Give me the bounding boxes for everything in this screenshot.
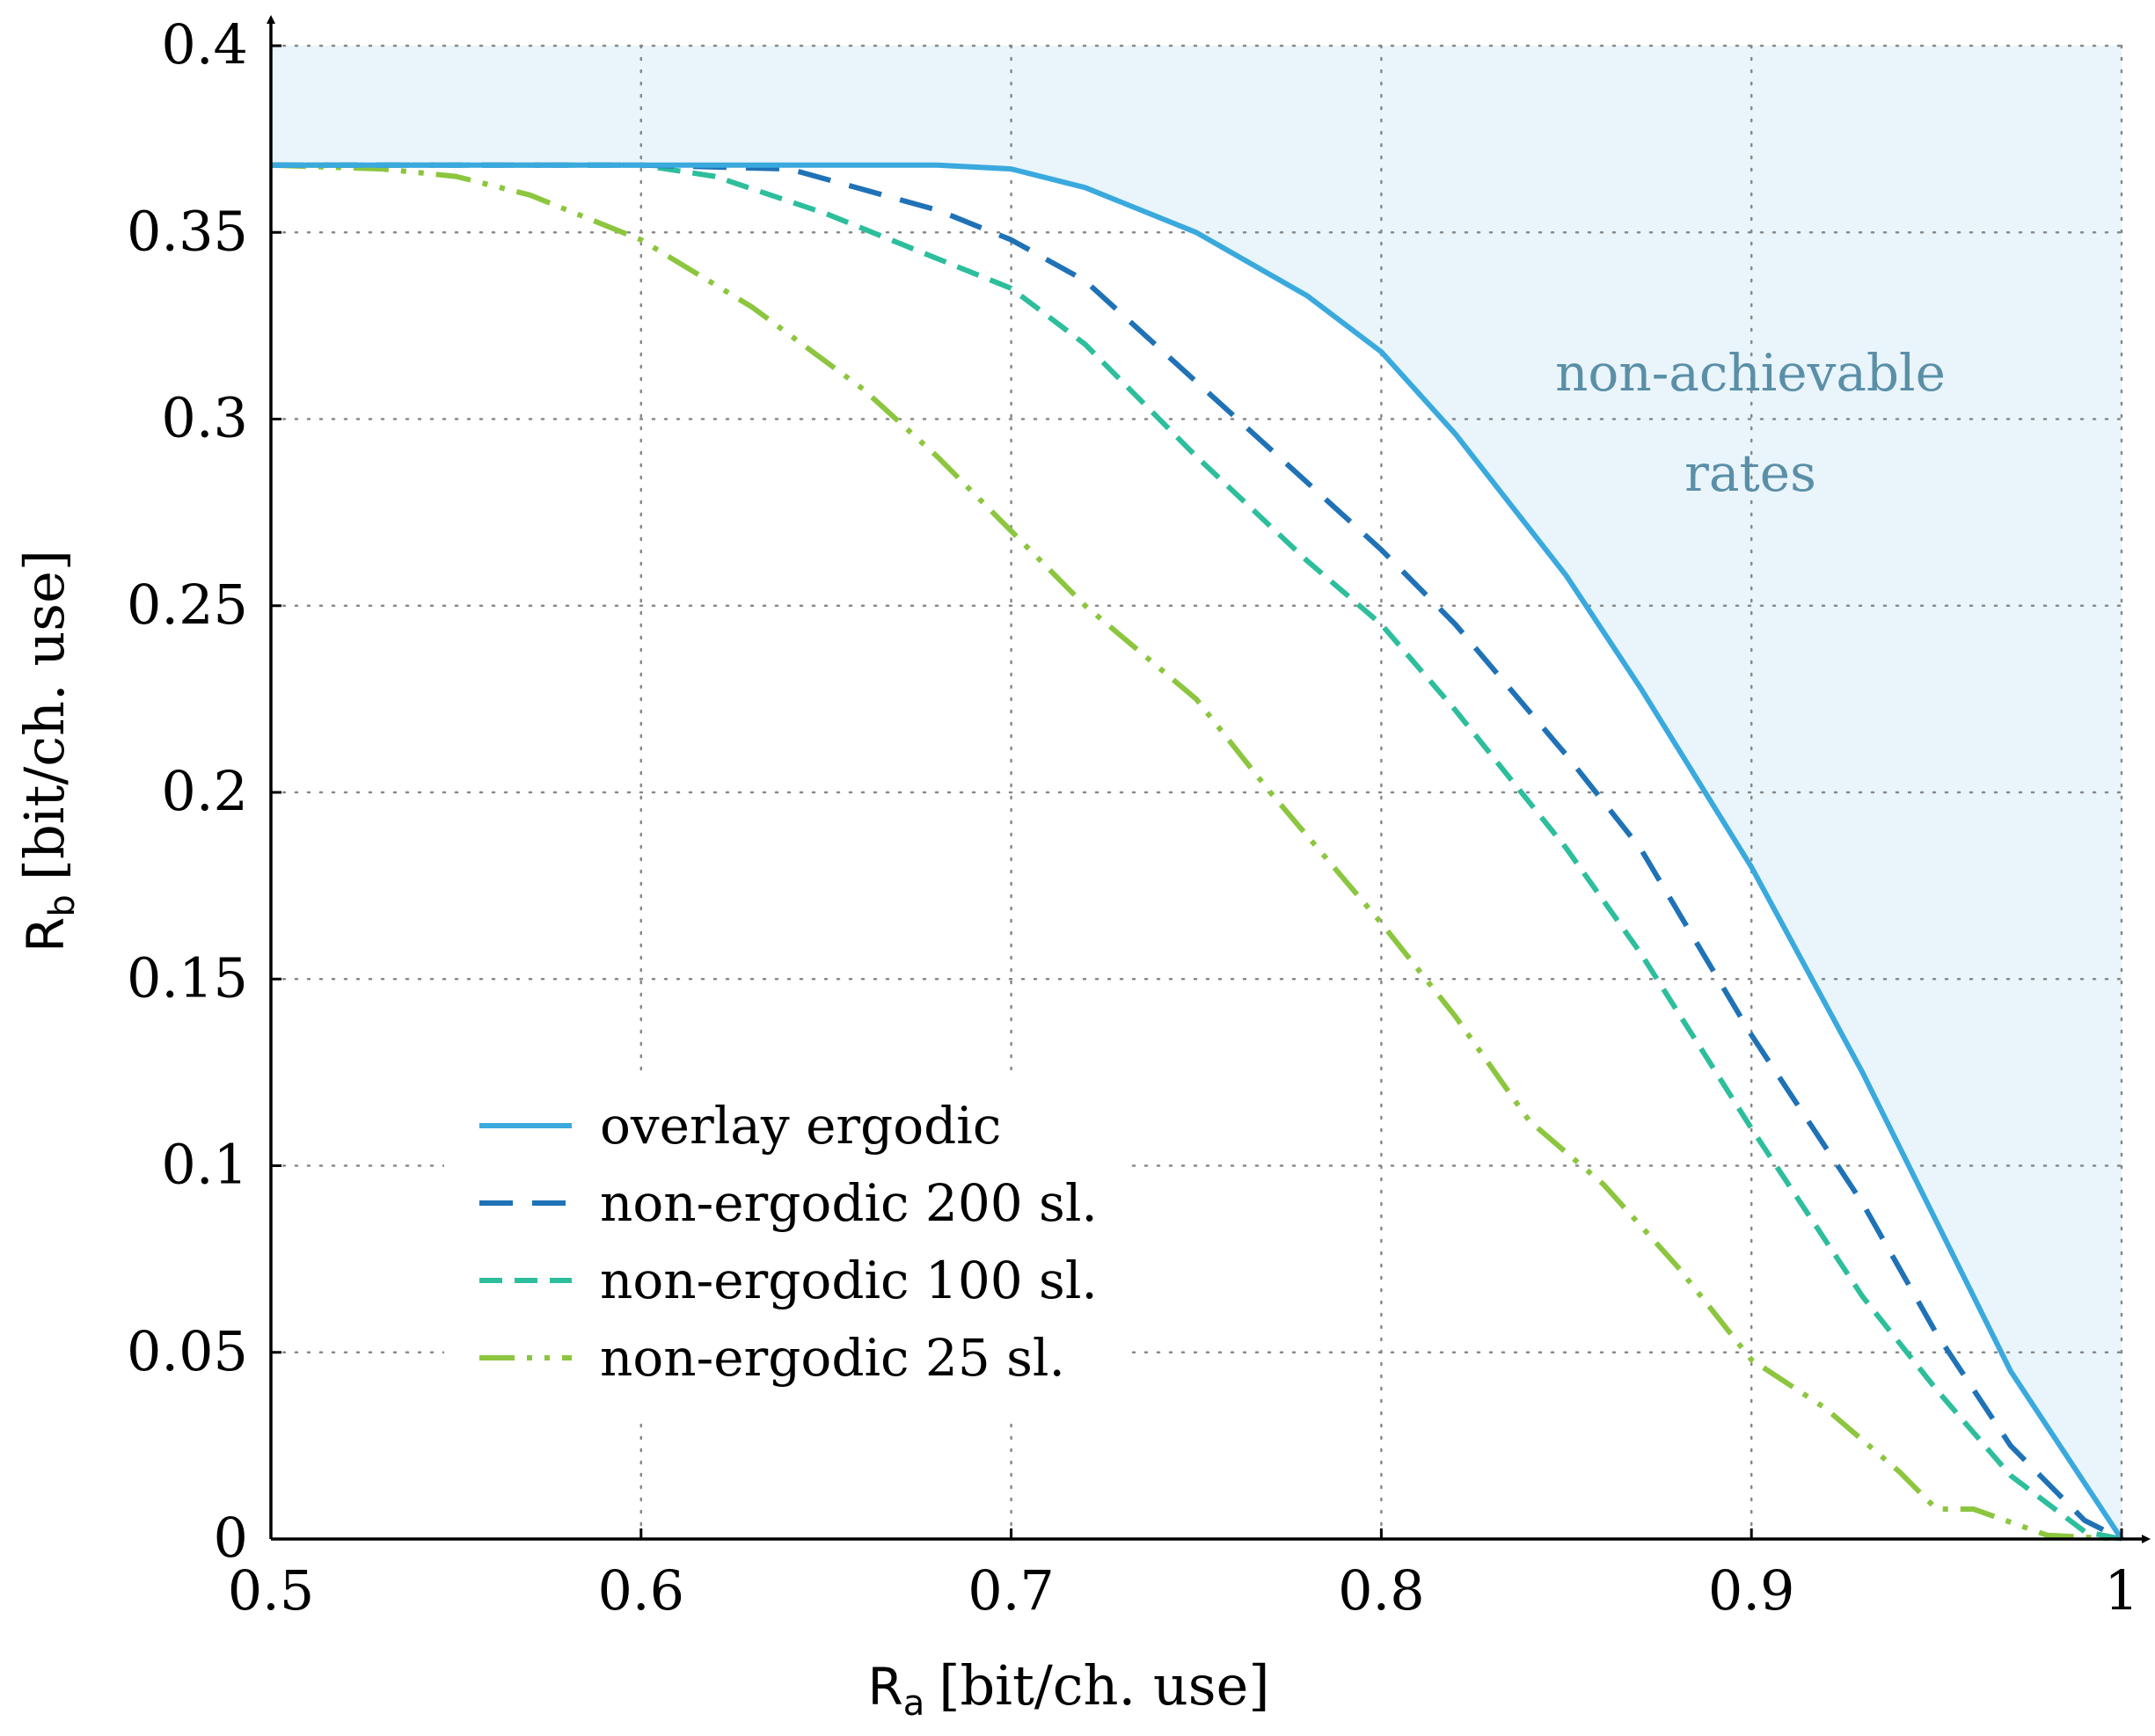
series-line-non-ergodic-25-sl- xyxy=(270,162,2122,1542)
y-axis-unit: [bit/ch. use] xyxy=(12,550,77,880)
non-achievable-shade xyxy=(271,46,2122,1539)
y-tick-label: 0.3 xyxy=(161,386,248,450)
x-tick-label: 0.9 xyxy=(1708,1558,1795,1623)
legend-label: non-ergodic 200 sl. xyxy=(600,1173,1098,1233)
x-tick-label: 1 xyxy=(2104,1558,2138,1623)
legend-label: non-ergodic 100 sl. xyxy=(600,1251,1098,1310)
legend-box xyxy=(444,1075,1130,1422)
series-line-non-ergodic-200-sl- xyxy=(271,162,2123,1542)
x-axis-label: Ra [bit/ch. use] xyxy=(867,1653,1269,1724)
x-axis-subscript: a xyxy=(903,1683,925,1724)
x-tick-label: 0.7 xyxy=(968,1558,1055,1623)
y-tick-label: 0.15 xyxy=(127,945,248,1010)
y-axis-label: Rb [bit/ch. use] xyxy=(12,550,83,952)
axes xyxy=(267,15,2151,1543)
x-tick-label: 0.5 xyxy=(228,1558,315,1623)
y-tick-label: 0.05 xyxy=(127,1319,248,1383)
legend: overlay ergodic non-ergodic 200 sl. non-er… xyxy=(444,1075,1130,1422)
x-axis-unit: [bit/ch. use] xyxy=(939,1653,1269,1718)
annotation-line-1: non-achievable xyxy=(1555,343,1946,403)
y-tick-label: 0.1 xyxy=(161,1133,248,1197)
series-lines xyxy=(270,162,2124,1542)
y-tick-label: 0.4 xyxy=(161,12,248,77)
tick-labels: 0.5 0.6 0.7 0.8 0.9 1 0 0.05 0.1 0.15 0.2 0.25 0.3 0.… xyxy=(127,12,2139,1623)
annotation-line-2: rates xyxy=(1684,443,1816,503)
series-line-overlay-ergodic xyxy=(271,162,2124,1541)
legend-label: overlay ergodic xyxy=(600,1096,1001,1156)
legend-label: non-ergodic 25 sl. xyxy=(600,1328,1065,1388)
y-axis-subscript: b xyxy=(42,894,83,916)
y-tick-label: 0.2 xyxy=(161,759,248,823)
y-tick-label: 0 xyxy=(214,1506,248,1570)
x-axis-symbol: R xyxy=(867,1657,902,1717)
non-achievable-region xyxy=(271,46,2122,1539)
y-axis-symbol: R xyxy=(16,917,76,952)
y-tick-label: 0.35 xyxy=(127,199,248,263)
y-tick-label: 0.25 xyxy=(127,573,248,637)
x-tick-label: 0.8 xyxy=(1338,1558,1425,1623)
x-tick-label: 0.6 xyxy=(597,1558,684,1623)
